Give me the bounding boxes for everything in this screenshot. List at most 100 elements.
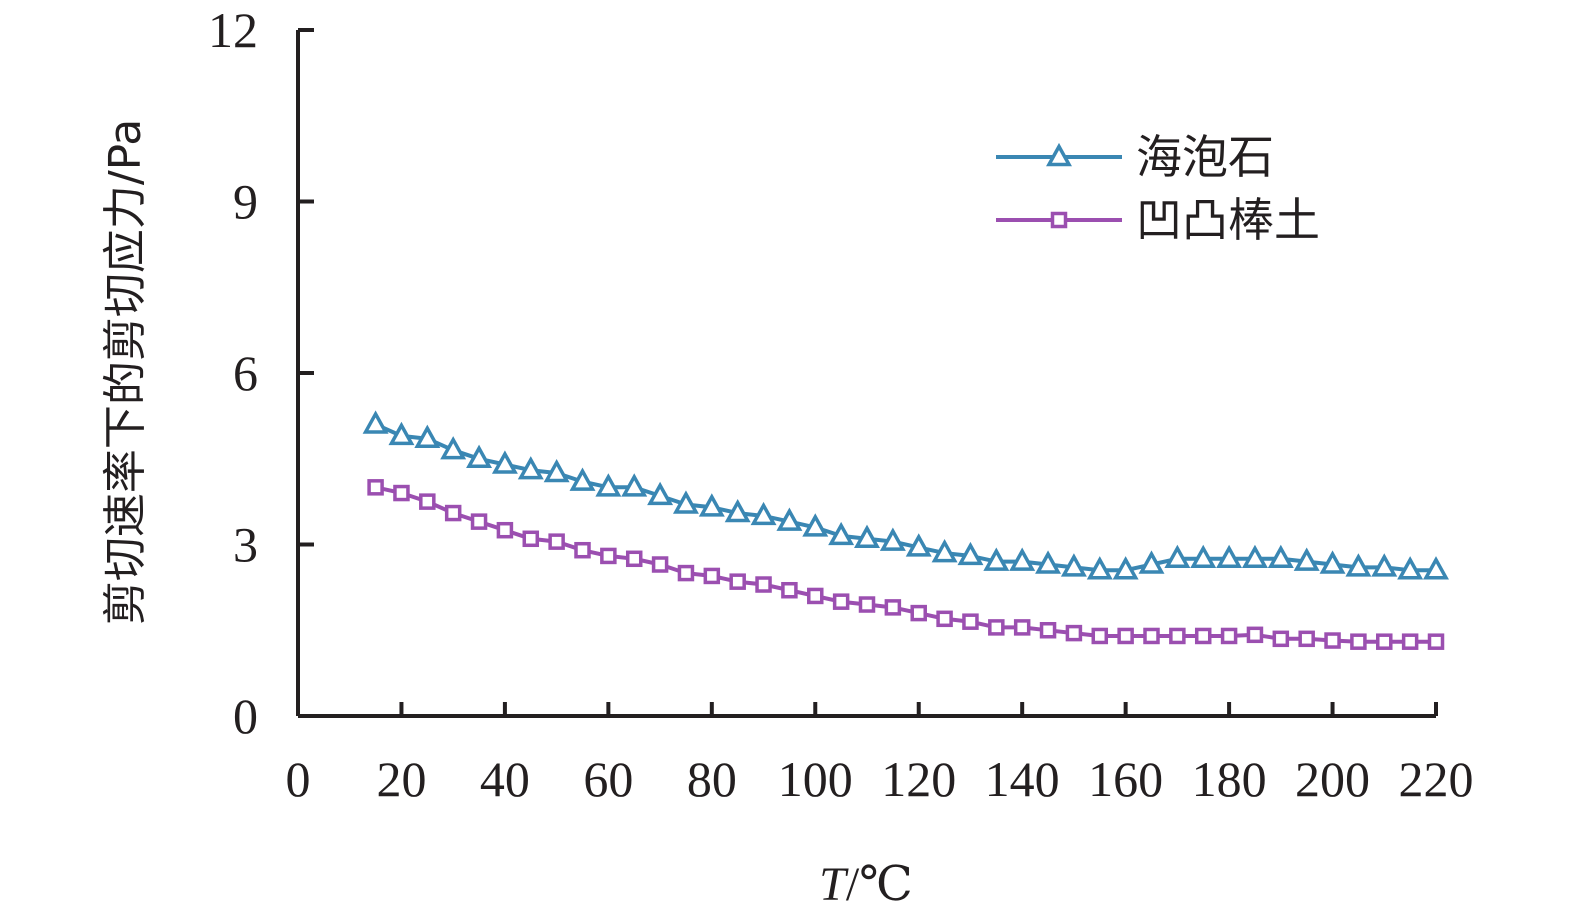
data-point: [574, 541, 591, 559]
x-tick-label: 140: [985, 751, 1060, 807]
data-point: [1298, 630, 1315, 648]
x-tick-label: 200: [1295, 751, 1370, 807]
data-point: [491, 450, 518, 474]
legend-item: 凹凸棒土: [996, 193, 1320, 247]
data-point: [466, 444, 493, 468]
data-point: [698, 493, 725, 517]
legend-marker: [1046, 142, 1072, 167]
data-point: [1039, 622, 1057, 639]
data-point: [1220, 627, 1238, 645]
data-point: [651, 556, 669, 573]
data-point: [1427, 633, 1445, 650]
x-ticks: 0 20 40 60 80 100 120 140 160 180 200 220: [286, 702, 1474, 807]
data-point: [962, 613, 979, 630]
data-point: [931, 538, 958, 563]
data-point: [1060, 553, 1087, 577]
data-point: [1376, 633, 1393, 650]
data-point: [832, 593, 850, 610]
data-point: [625, 550, 643, 568]
data-point: [414, 424, 441, 448]
data-point: [600, 547, 617, 565]
data-point: [1112, 556, 1139, 580]
x-tick-label: 40: [480, 751, 530, 807]
legend-label: 凹凸棒土: [1136, 193, 1320, 247]
data-point: [548, 533, 565, 550]
x-axis-title-unit: /℃: [846, 858, 913, 911]
data-point: [647, 481, 674, 506]
y-tick-label: 3: [233, 517, 258, 573]
x-tick-label: 120: [881, 751, 956, 807]
legend-item: 海泡石: [996, 130, 1274, 184]
x-tick-label: 80: [687, 751, 737, 807]
data-point: [1401, 633, 1419, 650]
series-group: [362, 410, 1449, 650]
data-point: [1350, 633, 1367, 650]
data-point: [1293, 547, 1320, 571]
data-point: [1117, 627, 1134, 645]
data-point: [1035, 550, 1062, 574]
data-point: [1324, 632, 1341, 649]
data-point: [1216, 544, 1243, 569]
data-point: [755, 576, 772, 593]
data-point: [1246, 626, 1264, 644]
data-point: [858, 596, 876, 613]
data-point: [828, 521, 855, 546]
data-point: [750, 501, 777, 526]
series-1: [362, 410, 1449, 580]
legend-label: 海泡石: [1136, 130, 1274, 184]
data-point: [910, 604, 927, 622]
y-tick-label: 12: [208, 2, 258, 58]
data-point: [1267, 544, 1294, 569]
data-point: [393, 484, 410, 502]
y-tick-label: 0: [233, 688, 258, 744]
data-point: [1423, 556, 1449, 580]
data-point: [724, 498, 751, 523]
data-point: [1345, 553, 1372, 577]
data-point: [802, 513, 829, 537]
data-point: [1241, 544, 1268, 569]
data-point: [729, 573, 746, 590]
series-2: [367, 479, 1445, 650]
y-tick-label: 6: [233, 345, 258, 401]
x-tick-label: 160: [1088, 751, 1163, 807]
data-point: [470, 513, 488, 530]
data-point: [936, 610, 953, 628]
data-point: [1138, 550, 1165, 574]
data-point: [1319, 550, 1346, 574]
x-tick-label: 0: [286, 751, 311, 807]
data-point: [905, 533, 932, 557]
x-tick-label: 220: [1399, 751, 1474, 807]
data-point: [388, 421, 415, 446]
data-point: [807, 587, 824, 605]
data-point: [776, 507, 803, 531]
x-axis-title-italic: T: [819, 858, 849, 911]
data-point: [362, 410, 389, 434]
data-point: [595, 473, 622, 497]
data-point: [672, 490, 699, 514]
data-point: [1169, 627, 1186, 645]
data-point: [440, 436, 467, 460]
data-point: [1013, 619, 1031, 636]
data-point: [703, 567, 721, 585]
y-ticks: 0 3 6 9 12: [208, 2, 314, 744]
data-point: [677, 564, 695, 582]
data-point: [1272, 630, 1290, 648]
data-point: [884, 599, 902, 616]
data-point: [444, 504, 462, 522]
x-tick-label: 60: [583, 751, 633, 807]
data-point: [983, 547, 1010, 571]
data-point: [1143, 627, 1160, 645]
data-point: [419, 493, 436, 510]
data-point: [781, 581, 798, 599]
data-point: [879, 527, 906, 551]
data-point: [1194, 627, 1212, 645]
data-point: [1065, 624, 1083, 642]
x-tick-label: 100: [778, 751, 853, 807]
data-point: [569, 467, 596, 491]
x-axis-title: T/℃: [819, 858, 913, 911]
data-point: [1190, 544, 1217, 569]
data-point: [367, 479, 384, 496]
series-line: [374, 422, 1436, 573]
